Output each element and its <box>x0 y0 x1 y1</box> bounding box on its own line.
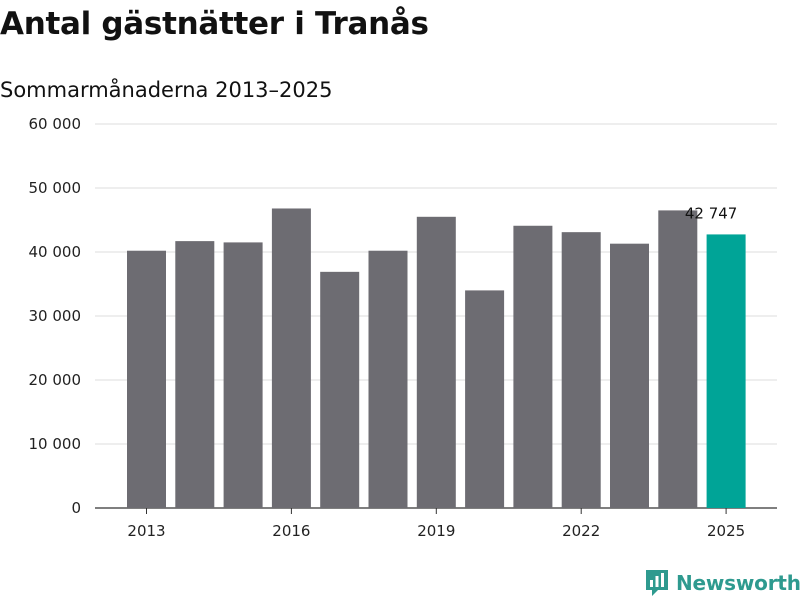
bar-2023 <box>610 243 649 508</box>
bar-2015 <box>223 242 263 508</box>
y-tick-label-20000: 20 000 <box>29 371 82 389</box>
annotations: 42 747 <box>685 204 738 222</box>
x-tick-label-2025: 2025 <box>707 522 745 540</box>
x-tick-label-2022: 2022 <box>562 522 600 540</box>
newsworthy-logo-text: Newsworthy <box>676 571 800 595</box>
y-tick-label-30000: 30 000 <box>29 307 82 325</box>
y-tick-label-0: 0 <box>71 499 81 517</box>
bar-2021 <box>513 225 553 508</box>
bar-2013 <box>127 250 166 508</box>
bar-2024 <box>658 210 698 508</box>
x-tick-label-2019: 2019 <box>417 522 455 540</box>
highlight-value-label: 42 747 <box>685 204 738 222</box>
bar-2018 <box>368 250 408 508</box>
chart-subtitle: Sommarmånaderna 2013–2025 <box>0 78 333 102</box>
bar-2014 <box>175 241 215 508</box>
x-tick-label-2016: 2016 <box>272 522 310 540</box>
y-tick-label-50000: 50 000 <box>29 179 82 197</box>
bars <box>127 208 746 509</box>
bar-2020 <box>465 290 505 508</box>
y-tick-label-60000: 60 000 <box>29 115 82 133</box>
y-tick-label-40000: 40 000 <box>29 243 82 261</box>
bar-2022 <box>561 232 601 508</box>
x-tick-label-2013: 2013 <box>127 522 165 540</box>
bar-2017 <box>320 271 360 508</box>
y-axis-ticks: 0 10 000 20 000 30 000 40 000 50 000 60 000 <box>29 115 82 517</box>
newsworthy-logo-icon <box>646 570 668 596</box>
bar-2019 <box>416 216 456 509</box>
bar-2016 <box>271 208 311 509</box>
bar-2025 <box>706 234 746 509</box>
chart-title: Antal gästnätter i Tranås <box>0 6 429 42</box>
x-axis-ticks: 2013 2016 2019 2022 2025 <box>127 508 745 540</box>
newsworthy-logo: Newsworthy <box>644 568 800 598</box>
y-tick-label-10000: 10 000 <box>29 435 82 453</box>
